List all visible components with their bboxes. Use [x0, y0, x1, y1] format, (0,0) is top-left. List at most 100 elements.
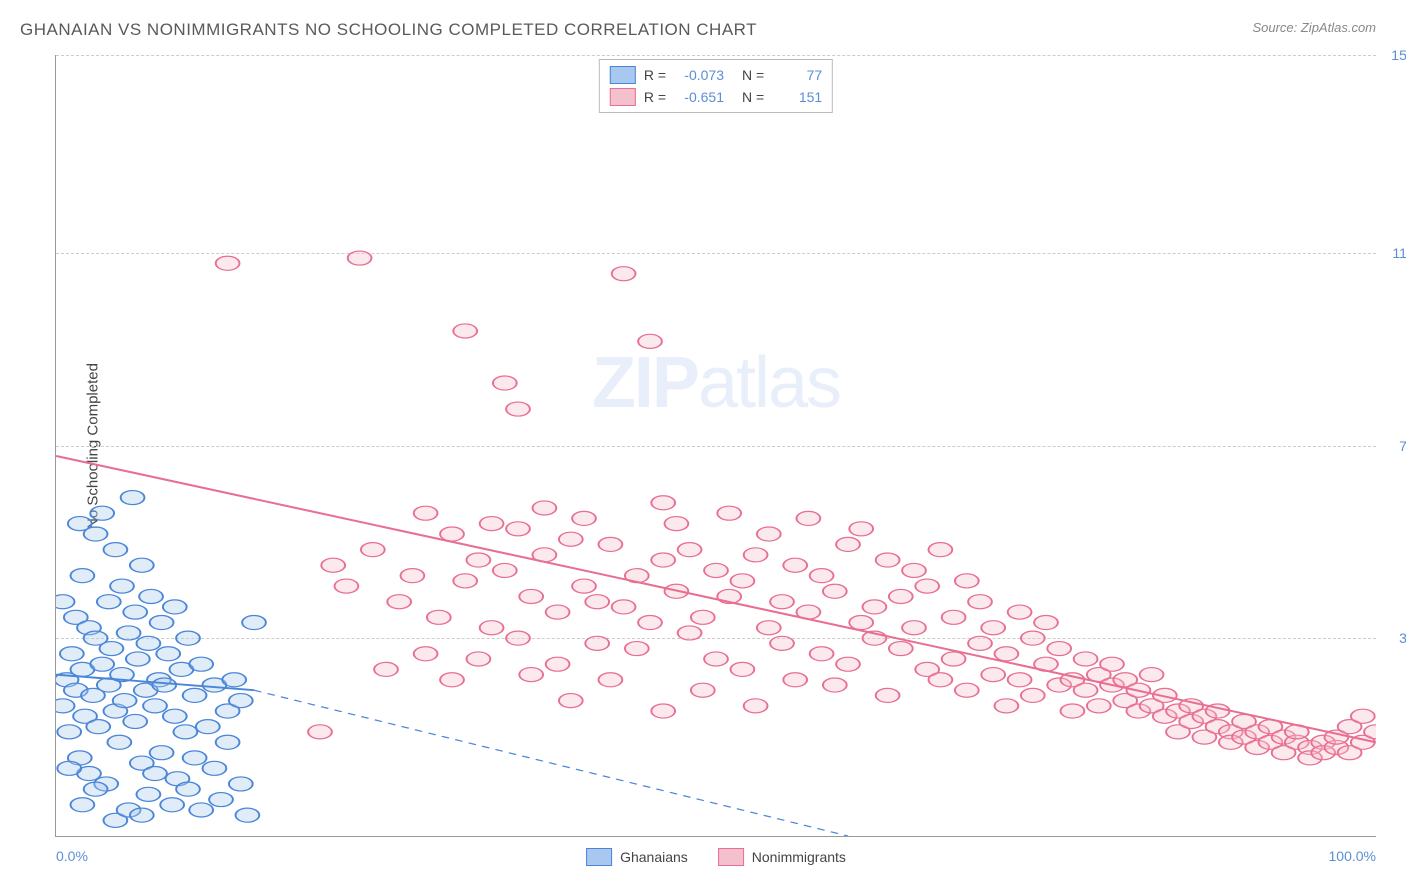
data-point: [849, 522, 873, 536]
legend-r-label: R =: [644, 67, 666, 83]
data-point: [770, 636, 794, 650]
data-point: [559, 532, 583, 546]
data-point: [97, 595, 121, 609]
data-point: [173, 725, 197, 739]
data-point: [480, 621, 504, 635]
y-tick-label: 15.0%: [1381, 47, 1406, 63]
data-point: [546, 605, 570, 619]
data-point: [704, 652, 728, 666]
data-point: [100, 642, 124, 656]
data-point: [387, 595, 411, 609]
data-point: [929, 543, 953, 557]
y-tick-label: 7.5%: [1381, 438, 1406, 454]
x-tick-label: 0.0%: [56, 848, 88, 864]
data-point: [209, 793, 233, 807]
data-point: [757, 527, 781, 541]
data-point: [493, 563, 517, 577]
y-tick-label: 11.2%: [1381, 245, 1406, 261]
data-point: [546, 657, 570, 671]
data-point: [104, 543, 128, 557]
data-point: [123, 605, 147, 619]
data-point: [236, 808, 260, 822]
data-point: [506, 631, 530, 645]
data-point: [117, 626, 141, 640]
chart-plot-area: ZIPatlas 3.8%7.5%11.2%15.0% 0.0%100.0% R…: [55, 55, 1376, 837]
data-point: [440, 673, 464, 687]
data-point: [183, 688, 207, 702]
data-point: [86, 720, 110, 734]
x-tick-label: 100.0%: [1329, 848, 1376, 864]
data-point: [902, 621, 926, 635]
data-point: [876, 688, 900, 702]
data-point: [691, 610, 715, 624]
legend-swatch: [610, 88, 636, 106]
data-point: [1074, 683, 1098, 697]
data-point: [691, 683, 715, 697]
data-point: [121, 491, 145, 505]
data-point: [889, 589, 913, 603]
data-point: [929, 673, 953, 687]
legend-r-value: -0.073: [674, 67, 724, 83]
data-point: [599, 673, 623, 687]
data-point: [770, 595, 794, 609]
legend-n-label: N =: [742, 67, 764, 83]
data-point: [942, 652, 966, 666]
legend-series-item: Ghanaians: [586, 848, 688, 866]
data-point: [915, 579, 939, 593]
data-point: [651, 553, 675, 567]
legend-series-item: Nonimmigrants: [718, 848, 846, 866]
data-point: [143, 699, 167, 713]
data-point: [56, 595, 74, 609]
data-point: [810, 647, 834, 661]
data-point: [203, 761, 227, 775]
data-point: [651, 704, 675, 718]
data-point: [717, 506, 741, 520]
data-point: [84, 782, 108, 796]
data-point: [638, 334, 662, 348]
data-point: [113, 694, 137, 708]
legend-series-label: Ghanaians: [620, 849, 688, 865]
data-point: [107, 735, 131, 749]
legend-swatch: [718, 848, 744, 866]
data-point: [981, 621, 1005, 635]
data-point: [757, 621, 781, 635]
data-point: [876, 553, 900, 567]
data-point: [90, 506, 114, 520]
data-point: [678, 543, 702, 557]
data-point: [453, 324, 477, 338]
data-point: [612, 267, 636, 281]
data-point: [783, 673, 807, 687]
data-point: [1008, 673, 1032, 687]
data-point: [981, 668, 1005, 682]
data-point: [60, 647, 84, 661]
data-point: [414, 647, 438, 661]
data-point: [130, 808, 154, 822]
data-point: [130, 558, 154, 572]
data-point: [995, 699, 1019, 713]
data-point: [160, 798, 184, 812]
data-point: [139, 589, 163, 603]
data-point: [823, 678, 847, 692]
data-point: [163, 709, 187, 723]
data-point: [321, 558, 345, 572]
trend-line: [56, 456, 1376, 742]
data-point: [744, 548, 768, 562]
data-point: [374, 662, 398, 676]
legend-series-label: Nonimmigrants: [752, 849, 846, 865]
data-point: [902, 563, 926, 577]
data-point: [1008, 605, 1032, 619]
data-point: [863, 600, 887, 614]
data-point: [783, 558, 807, 572]
data-point: [572, 511, 596, 525]
data-point: [1034, 615, 1058, 629]
data-point: [440, 527, 464, 541]
data-point: [625, 642, 649, 656]
legend-n-value: 151: [772, 89, 822, 105]
data-point: [995, 647, 1019, 661]
scatter-svg: [56, 55, 1376, 836]
data-point: [1351, 709, 1375, 723]
data-point: [176, 782, 200, 796]
data-point: [216, 256, 240, 270]
legend-series: Ghanaians Nonimmigrants: [586, 848, 846, 866]
data-point: [126, 652, 150, 666]
